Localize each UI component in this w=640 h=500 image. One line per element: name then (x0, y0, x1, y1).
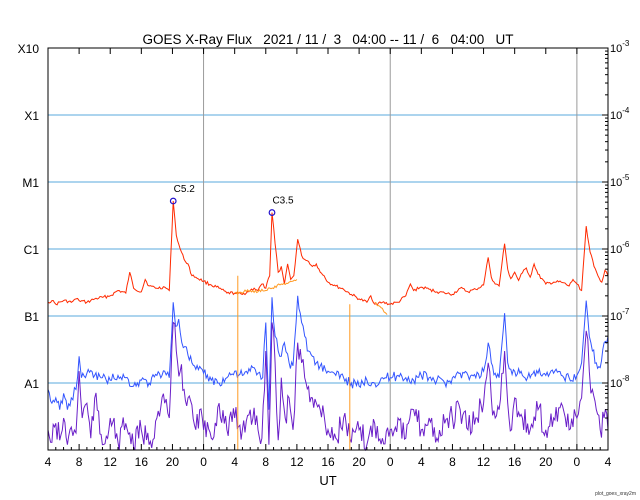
x-axis-tick-label: 12 (104, 455, 118, 469)
plot-credit: plot_goes_xray2m (595, 491, 636, 497)
right-axis-label-exponent: -8 (622, 374, 630, 383)
right-axis-label: 10-8 (610, 374, 630, 390)
x-axis-tick-label: 0 (387, 455, 394, 469)
left-axis-label: X1 (24, 109, 39, 123)
right-axis-label: 10-4 (610, 106, 630, 122)
right-axis-label-base: 10 (610, 378, 622, 390)
right-axis-label: 10-7 (610, 307, 630, 323)
x-axis-tick-label: 8 (76, 455, 83, 469)
x-axis-label: UT (319, 473, 336, 488)
x-axis-tick-label: 12 (477, 455, 491, 469)
left-axis-label: A1 (24, 377, 39, 391)
series-line (234, 279, 298, 295)
right-axis-label-base: 10 (610, 43, 622, 55)
right-axis-label-exponent: -6 (622, 240, 630, 249)
x-axis-tick-label: 4 (605, 455, 612, 469)
x-axis-tick-label: 8 (262, 455, 269, 469)
x-axis-tick-label: 0 (574, 455, 581, 469)
flare-marker (268, 209, 276, 216)
right-axis-label: 10-5 (610, 173, 630, 189)
flare-marker (169, 197, 177, 205)
right-axis-label-exponent: -5 (622, 173, 630, 182)
x-axis-tick-label: 20 (352, 455, 366, 469)
flare-label: C3.5 (272, 196, 294, 207)
right-axis-label-exponent: -4 (622, 106, 630, 115)
x-axis-tick-label: 20 (539, 455, 553, 469)
x-axis-tick-label: 16 (321, 455, 335, 469)
right-axis-label-exponent: -7 (622, 307, 630, 316)
right-axis-label: 10-6 (610, 240, 630, 256)
x-axis-tick-label: 4 (231, 455, 238, 469)
series-line (47, 200, 609, 306)
left-axis-label: C1 (24, 243, 40, 257)
series-layer (47, 200, 609, 452)
x-axis-tick-label: 8 (449, 455, 456, 469)
x-axis-tick-label: 4 (45, 455, 52, 469)
right-axis-label-base: 10 (610, 177, 622, 189)
right-axis-label: 10-3 (610, 39, 630, 55)
series-line (47, 295, 609, 410)
left-axis-label: X10 (18, 42, 40, 56)
x-axis-tick-label: 4 (418, 455, 425, 469)
series-line (374, 301, 388, 315)
series-line (47, 321, 609, 452)
x-axis-tick-label: 16 (508, 455, 522, 469)
right-axis-label-exponent: -3 (622, 39, 630, 48)
right-axis-label-base: 10 (610, 110, 622, 122)
right-axis-label-base: 10 (610, 244, 622, 256)
x-axis-tick-label: 12 (290, 455, 304, 469)
chart-title: GOES X-Ray Flux 2021 / 11 / 3 04:00 -- 1… (143, 32, 514, 47)
x-axis-tick-label: 16 (135, 455, 149, 469)
annotation-layer: C5.2 C3.5 (169, 184, 294, 216)
x-axis-tick-label: 0 (200, 455, 207, 469)
right-axis-label-base: 10 (610, 311, 622, 323)
flare-label: C5.2 (174, 184, 196, 195)
x-axis-tick-label: 20 (166, 455, 180, 469)
left-axis-label: M1 (22, 176, 39, 190)
left-axis-label: B1 (24, 310, 39, 324)
grid-layer (48, 48, 608, 450)
